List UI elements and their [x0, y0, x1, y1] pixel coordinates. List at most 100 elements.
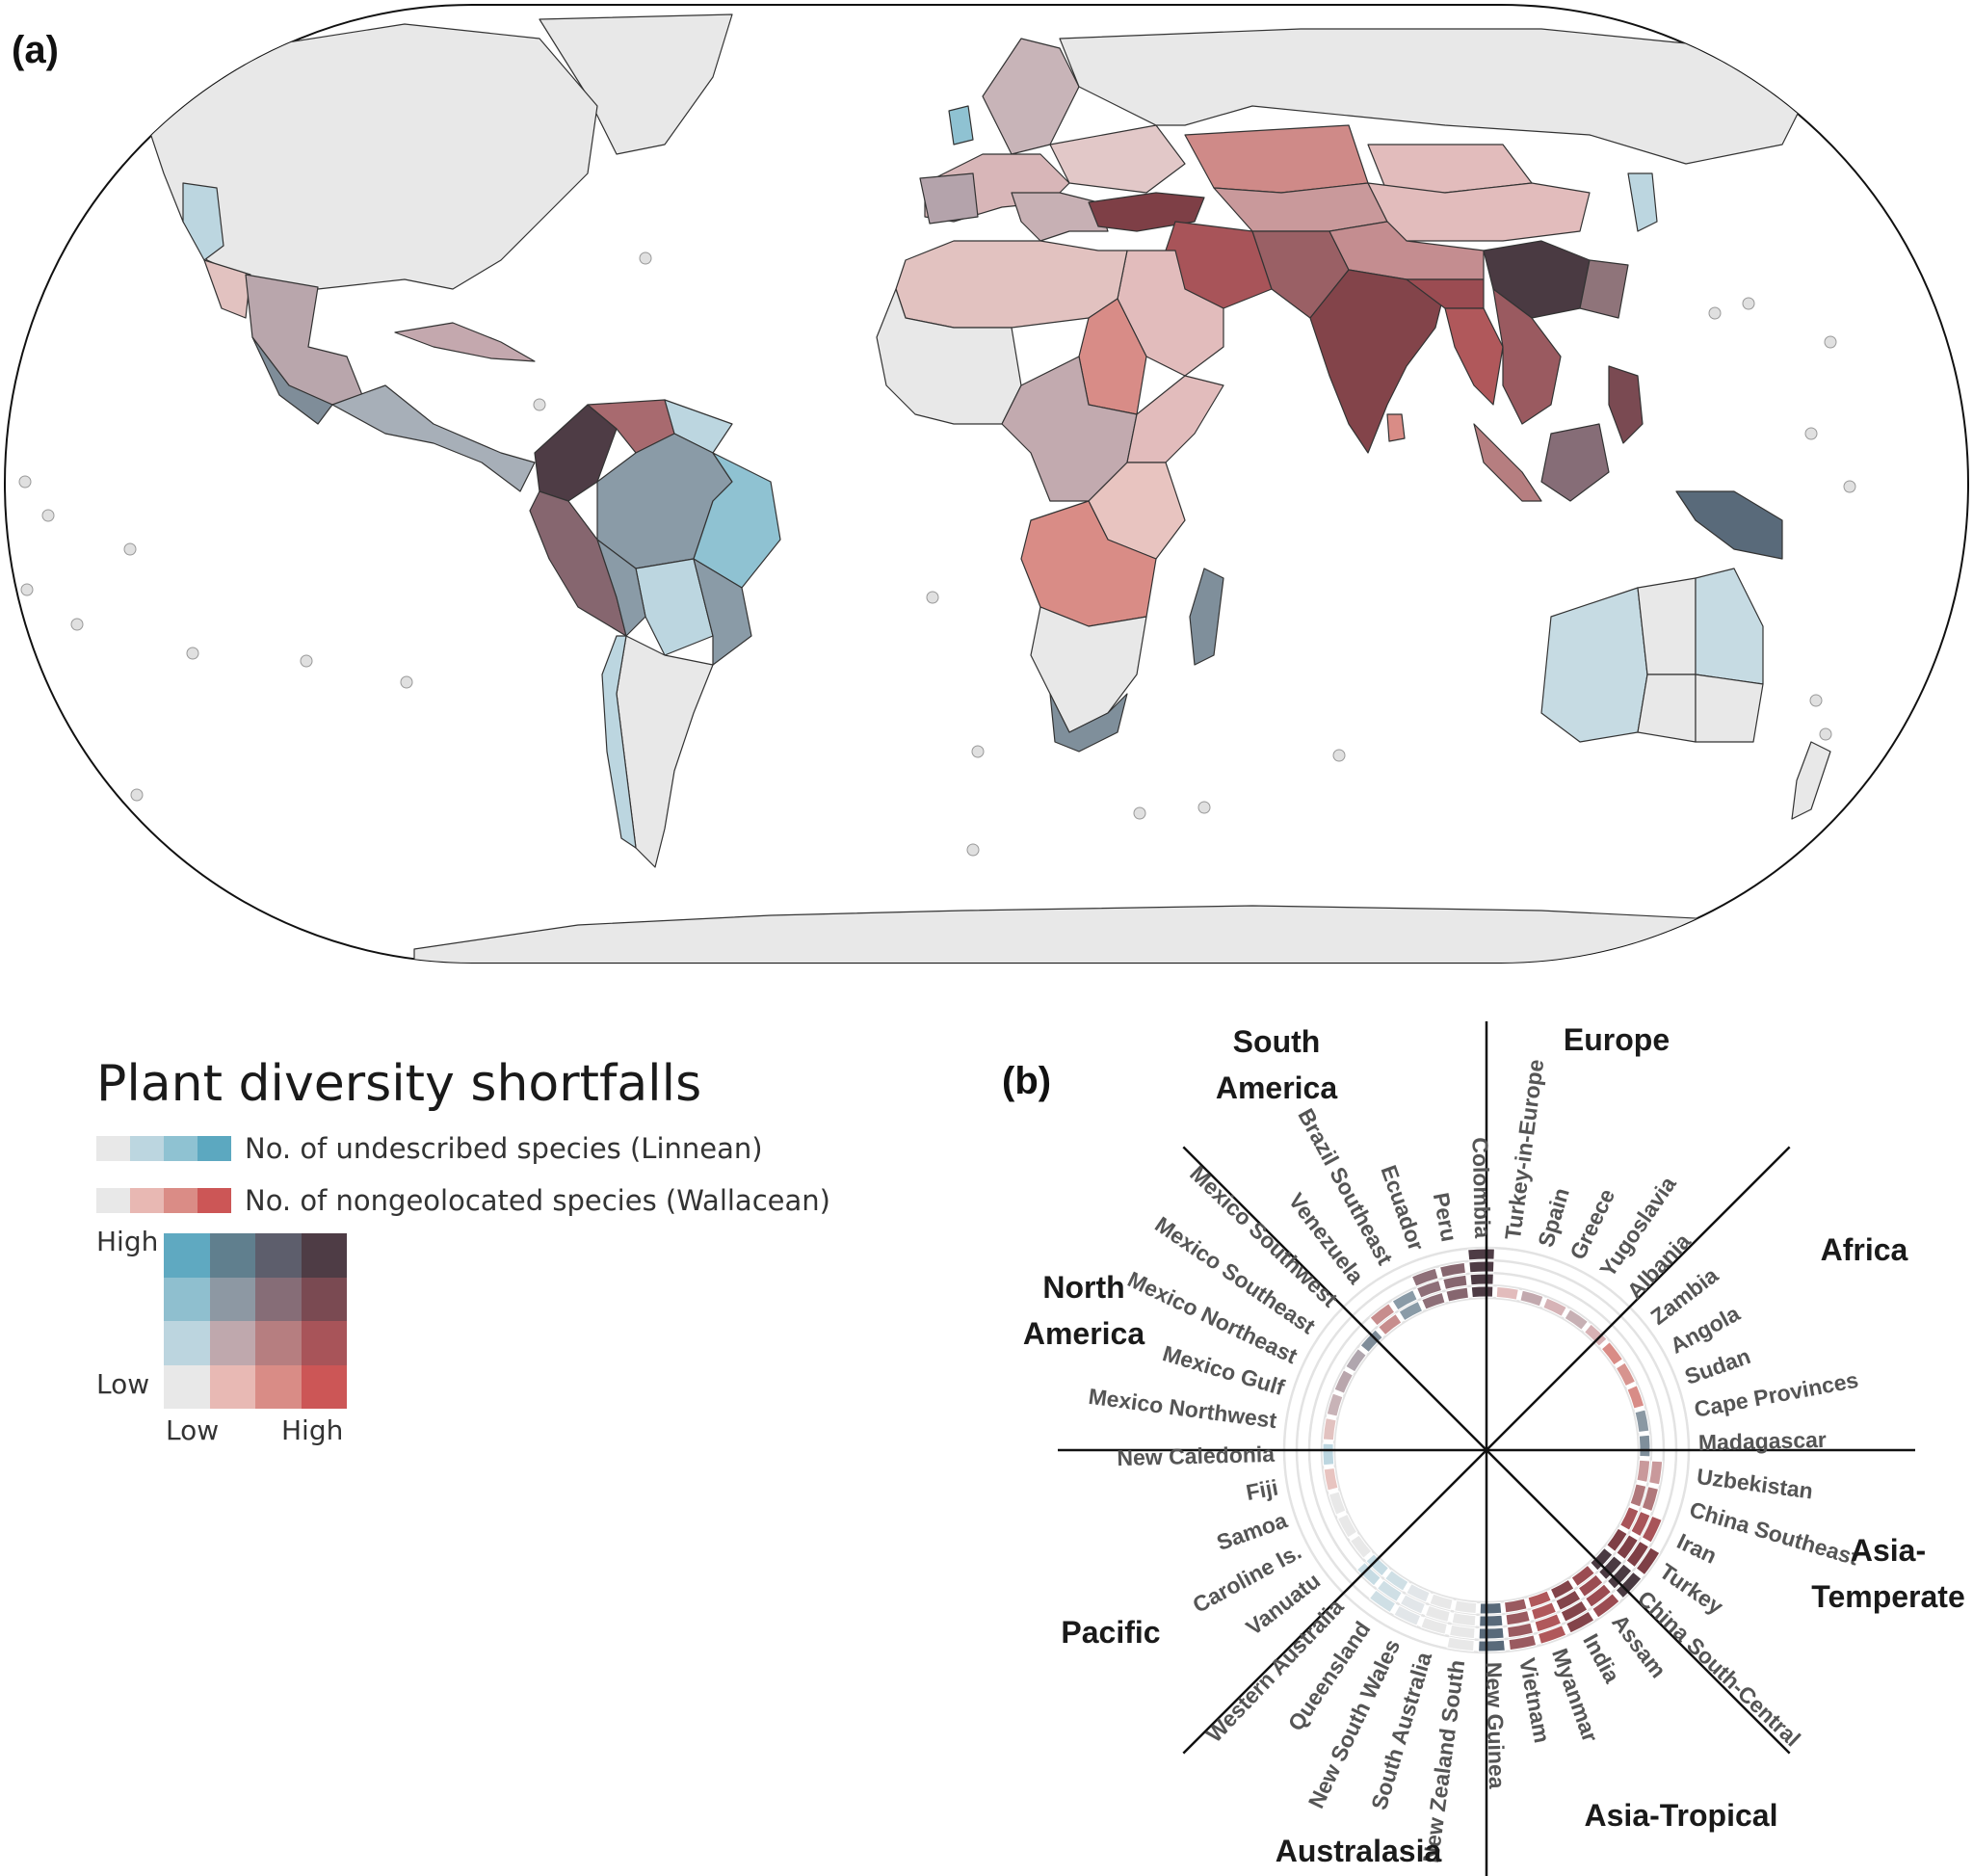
region-label: Spain — [1533, 1185, 1574, 1250]
linnean-swatch-3 — [164, 1136, 197, 1161]
queensland-region — [1695, 568, 1764, 685]
radial-bar-segment — [1555, 1589, 1582, 1611]
region-label: Fiji — [1244, 1474, 1279, 1505]
radial-bar-segment — [1383, 1570, 1409, 1592]
region-label: China South-Central — [1633, 1586, 1805, 1752]
bivariate-cell-2-3 — [301, 1321, 347, 1365]
region-label: Venezuela — [1284, 1188, 1369, 1288]
bivariate-cell-0-0 — [164, 1233, 210, 1278]
region-label: Albania — [1622, 1229, 1696, 1304]
radial-bar-segment — [1508, 1634, 1538, 1651]
radial-bar-segment — [1399, 1594, 1427, 1615]
radial-bar-segment — [1527, 1590, 1552, 1609]
region-label: Turkey — [1655, 1558, 1728, 1619]
eastern-europe-region — [1049, 124, 1186, 194]
region-label: Western Australia — [1201, 1594, 1349, 1747]
radial-bar-segment — [1641, 1486, 1660, 1513]
radial-bar-segment — [1410, 1267, 1439, 1287]
region-label: Mexico Northwest — [1087, 1384, 1278, 1434]
radial-bar-segment — [1530, 1601, 1558, 1621]
sector-label: Africa — [1821, 1232, 1908, 1267]
guide-ring-0 — [1332, 1296, 1641, 1604]
sector-label: Pacific — [1061, 1615, 1160, 1650]
radial-bar-segment — [1478, 1626, 1505, 1640]
radial-bar-segment — [1590, 1546, 1614, 1572]
bivariate-cell-2-2 — [255, 1321, 302, 1365]
bivariate-cell-3-3 — [301, 1364, 347, 1409]
wallacean-legend-label: No. of nongeolocated species (Wallacean) — [245, 1184, 830, 1217]
radial-bar-segment — [1606, 1527, 1628, 1553]
bolivia-region — [596, 539, 646, 637]
myanmar-region — [1444, 307, 1504, 406]
japan-region — [1627, 172, 1658, 232]
wallacean-legend-row: No. of nongeolocated species (Wallacean) — [96, 1184, 848, 1217]
region-label: Yugoslavia — [1594, 1172, 1681, 1281]
bivariate-cell-2-0 — [164, 1321, 210, 1365]
region-label: New Guinea — [1482, 1662, 1510, 1789]
region-label: Iran — [1673, 1528, 1721, 1569]
radial-bar-segment — [1355, 1561, 1381, 1587]
radial-bar-segment — [1542, 1297, 1567, 1318]
radial-bar-segment — [1626, 1385, 1645, 1410]
bivariate-cell-1-3 — [301, 1277, 347, 1321]
radial-bar-segment — [1322, 1442, 1335, 1466]
region-label: Ecuador — [1376, 1162, 1429, 1254]
radial-bar-segment — [1429, 1593, 1454, 1611]
guide-ring-4 — [1282, 1246, 1691, 1654]
linnean-legend-label: No. of undescribed species (Linnean) — [245, 1132, 763, 1165]
radial-bar-segment — [1629, 1483, 1647, 1508]
region-label: New Zealand South — [1418, 1658, 1469, 1864]
radial-bar-segment — [1326, 1392, 1344, 1417]
bivariate-legend: High Low Low High — [96, 1226, 366, 1446]
radial-bar-segment — [1638, 1434, 1651, 1458]
new-guinea-region — [1675, 490, 1783, 560]
sector-label: Temperate — [1811, 1579, 1964, 1614]
radial-bar-segment — [1597, 1555, 1623, 1581]
radial-bar-segment — [1454, 1599, 1478, 1615]
radial-bar-segment — [1359, 1329, 1383, 1354]
sector-labels: South America Europe Africa Asia- Temperate As… — [1023, 1022, 1965, 1868]
region-label: Peru — [1429, 1191, 1462, 1244]
linnean-swatch-4 — [197, 1136, 231, 1161]
sector-label: Asia-Tropical — [1585, 1798, 1778, 1833]
radial-bar-segment — [1391, 1289, 1418, 1311]
wallacean-swatch-3 — [164, 1188, 197, 1213]
sector-label: America — [1216, 1070, 1338, 1105]
bivariate-cell-1-0 — [164, 1277, 210, 1321]
bivariate-cell-1-1 — [209, 1277, 255, 1321]
radial-bar-segment — [1393, 1604, 1422, 1626]
russia-region — [1059, 28, 1812, 165]
radial-bar-segment — [1345, 1347, 1367, 1373]
linnean-swatch-1 — [96, 1136, 130, 1161]
radial-bar-segment — [1438, 1261, 1466, 1279]
south-australia-region — [1637, 674, 1697, 743]
radial-bar-segment — [1349, 1534, 1373, 1559]
radial-bar-segment — [1368, 1589, 1397, 1614]
radial-bar-segment — [1583, 1323, 1608, 1347]
radial-bar-segment — [1365, 1553, 1390, 1577]
region-label: Myanmar — [1547, 1645, 1603, 1745]
radial-bar-segment — [1592, 1593, 1620, 1619]
radial-bar-segment — [1378, 1312, 1403, 1336]
sri-lanka-region — [1386, 413, 1406, 442]
sector-label: North — [1042, 1270, 1124, 1305]
region-label: Vietnam — [1514, 1656, 1555, 1745]
region-label: New South Wales — [1303, 1635, 1406, 1811]
radial-bar-segment — [1449, 1624, 1476, 1640]
bivariate-cell-0-1 — [209, 1233, 255, 1278]
radial-bar-segment — [1641, 1515, 1663, 1544]
region-label: New Caledonia — [1117, 1441, 1275, 1470]
radial-bar-segment — [1560, 1599, 1589, 1623]
bivariate-grid — [164, 1233, 347, 1409]
region-label: Zambia — [1645, 1262, 1723, 1330]
madagascar-region — [1189, 568, 1224, 666]
radial-bar-segment — [1336, 1513, 1358, 1539]
radial-bar-segment — [1549, 1578, 1575, 1600]
radial-bar-segment — [1537, 1625, 1567, 1645]
region-label: Greece — [1565, 1185, 1619, 1264]
bivariate-y-high-label: High — [96, 1226, 159, 1257]
radial-bar-segment — [1469, 1273, 1494, 1286]
region-label: Caroline Is. — [1189, 1539, 1305, 1618]
guide-ring-1 — [1320, 1283, 1653, 1617]
sector-label: Europe — [1564, 1022, 1670, 1057]
